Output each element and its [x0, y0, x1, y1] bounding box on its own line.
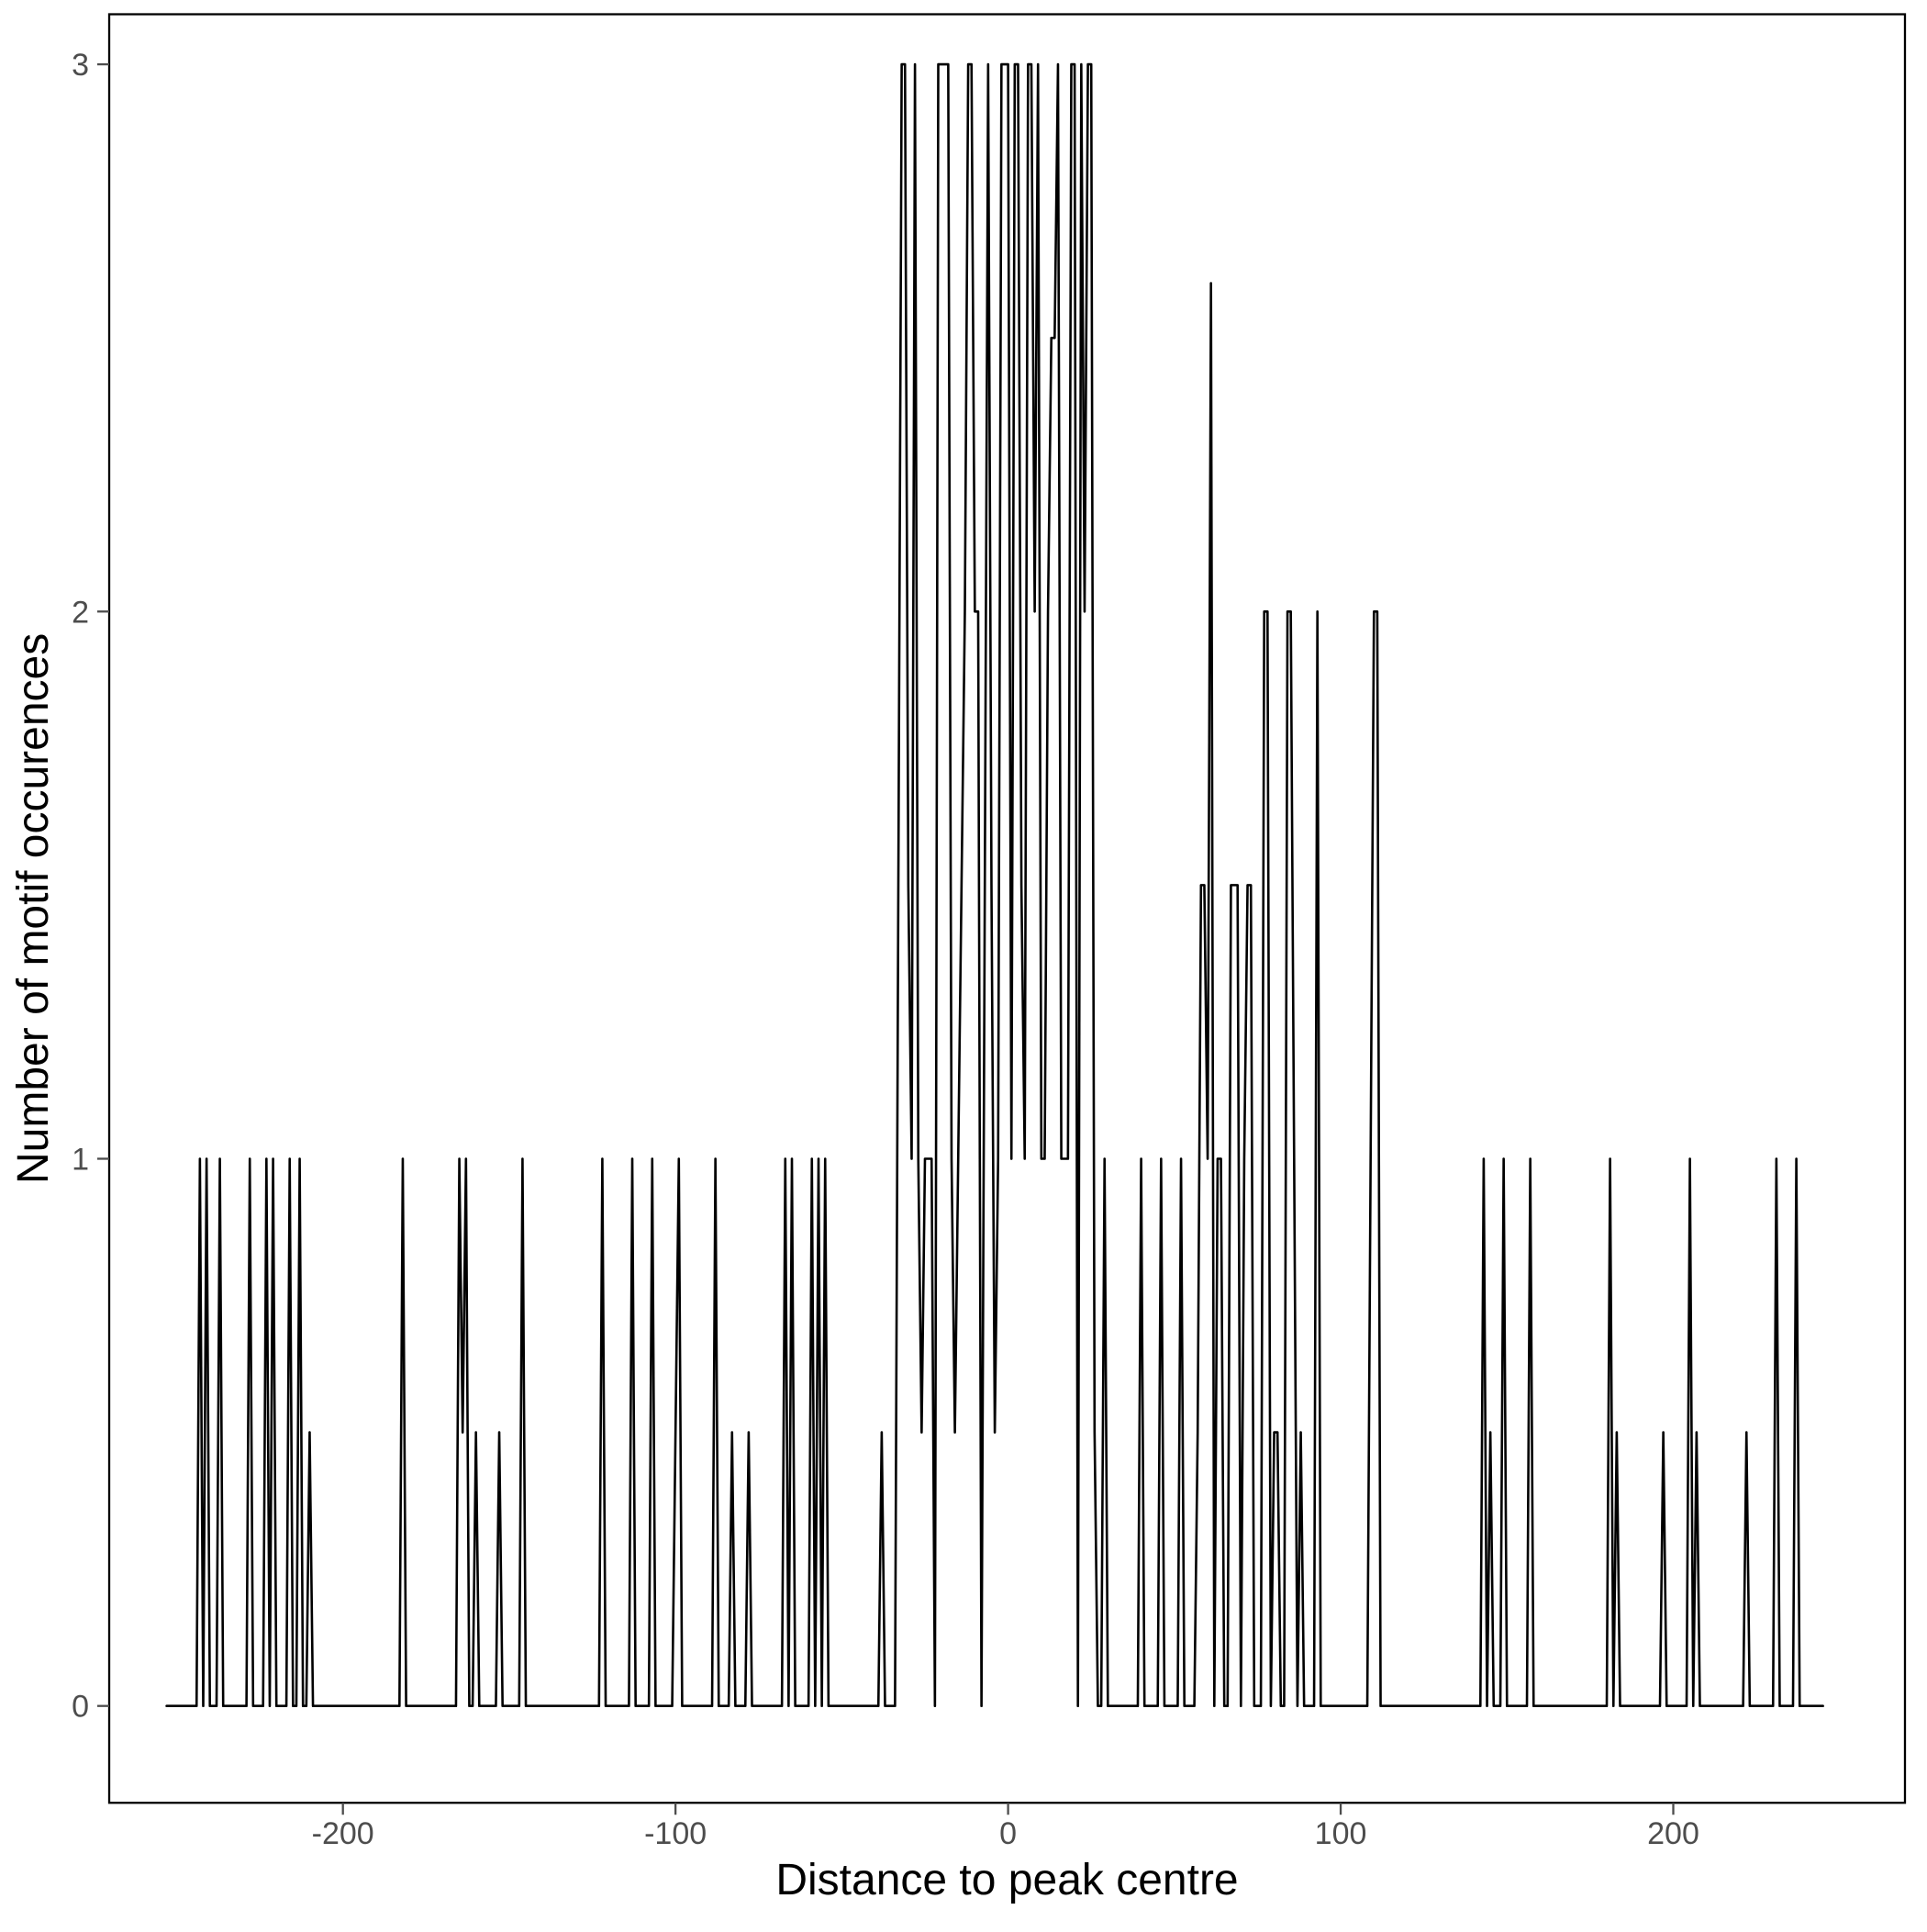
- svg-text:2: 2: [72, 595, 89, 630]
- svg-text:0: 0: [999, 1816, 1017, 1851]
- svg-text:-100: -100: [644, 1816, 707, 1851]
- svg-text:1: 1: [72, 1142, 89, 1177]
- svg-text:200: 200: [1647, 1816, 1699, 1851]
- svg-text:-200: -200: [312, 1816, 374, 1851]
- svg-text:Number of motif occurences: Number of motif occurences: [9, 633, 58, 1184]
- svg-text:100: 100: [1315, 1816, 1367, 1851]
- svg-text:Distance to peak centre: Distance to peak centre: [775, 1856, 1238, 1904]
- svg-text:3: 3: [72, 48, 89, 83]
- svg-text:0: 0: [72, 1690, 89, 1725]
